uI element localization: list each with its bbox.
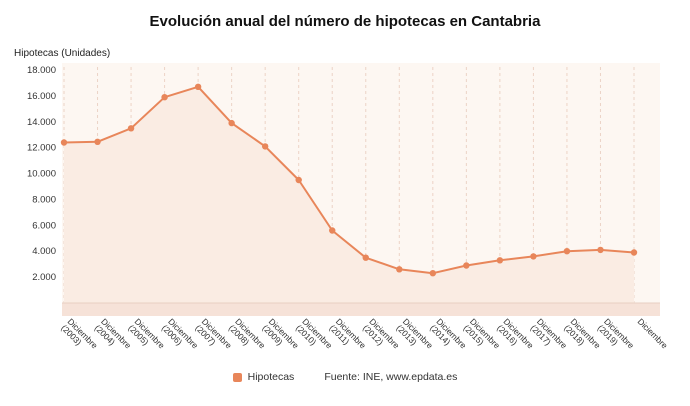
data-point-marker <box>127 125 135 132</box>
data-point-marker <box>463 262 470 269</box>
svg-text:Diciembre(2009): Diciembre(2009) <box>260 316 301 357</box>
svg-text:2.000: 2.000 <box>32 272 56 283</box>
data-point-marker <box>228 119 235 127</box>
series-line <box>63 85 635 275</box>
x-axis-band <box>62 303 660 316</box>
svg-text:Diciembre(2017): Diciembre(2017) <box>529 316 570 357</box>
svg-text:Diciembre(2011): Diciembre(2011) <box>327 316 368 357</box>
svg-text:8.000: 8.000 <box>32 194 56 205</box>
svg-text:Diciembre(2007): Diciembre(2007) <box>193 316 234 357</box>
chart-title: Evolución anual del número de hipotecas … <box>149 13 541 30</box>
svg-text:10.000: 10.000 <box>27 169 56 180</box>
svg-text:14.000: 14.000 <box>27 117 56 128</box>
data-point-marker <box>329 227 336 234</box>
svg-text:Diciembre: Diciembre <box>636 316 670 350</box>
data-point-marker <box>597 246 604 254</box>
data-point-marker <box>261 143 269 150</box>
svg-text:Diciembre(2012): Diciembre(2012) <box>361 316 402 357</box>
svg-text:12.000: 12.000 <box>27 143 56 154</box>
svg-text:Diciembre(2005): Diciembre(2005) <box>126 316 167 357</box>
legend-label: Hipotecas <box>247 371 295 383</box>
svg-text:Diciembre(2004): Diciembre(2004) <box>93 316 134 357</box>
data-point-marker <box>362 254 369 261</box>
svg-text:4.000: 4.000 <box>32 246 56 257</box>
svg-text:Diciembre(2014): Diciembre(2014) <box>428 316 469 357</box>
chart-footer: Hipotecas Fuente: INE, www.epdata.es <box>0 371 690 383</box>
svg-text:6.000: 6.000 <box>32 220 56 231</box>
svg-text:Diciembre(2006): Diciembre(2006) <box>160 316 201 357</box>
data-point-marker <box>396 266 403 273</box>
x-axis-labels: Diciembre(2003) Diciembre(2004) Diciembre(… <box>59 316 670 357</box>
legend-item-hipotecas[interactable]: Hipotecas <box>232 371 295 383</box>
data-point-marker <box>161 94 168 101</box>
data-point-marker <box>630 249 638 256</box>
svg-text:Diciembre(2016): Diciembre(2016) <box>495 316 536 357</box>
data-point-markers <box>60 83 638 277</box>
legend-swatch-icon <box>232 372 242 382</box>
svg-text:Diciembre(2008): Diciembre(2008) <box>227 316 268 357</box>
svg-text:18.000: 18.000 <box>27 65 56 76</box>
source-attribution: Fuente: INE, www.epdata.es <box>324 371 458 383</box>
data-point-marker <box>295 176 302 184</box>
svg-text:Diciembre(2003): Diciembre(2003) <box>59 316 100 357</box>
svg-text:Diciembre(2010): Diciembre(2010) <box>294 316 335 357</box>
svg-text:Diciembre(2013): Diciembre(2013) <box>395 316 436 357</box>
data-point-marker <box>496 257 504 264</box>
data-point-marker <box>563 248 571 255</box>
svg-text:Diciembre(2018): Diciembre(2018) <box>562 316 603 357</box>
data-point-marker <box>60 139 68 146</box>
svg-text:Diciembre(2019): Diciembre(2019) <box>596 316 637 357</box>
data-point-marker <box>530 253 537 260</box>
y-axis-labels: 2.000 4.000 6.000 8.000 10.000 12.000 14.000 16… <box>27 65 56 283</box>
data-point-marker <box>429 270 437 277</box>
data-point-marker <box>94 138 101 145</box>
svg-text:16.000: 16.000 <box>27 91 56 102</box>
svg-text:Diciembre(2015): Diciembre(2015) <box>462 316 503 357</box>
data-point-marker <box>194 83 202 91</box>
y-axis-title: Hipotecas (Unidades) <box>14 48 111 59</box>
area-fill <box>64 86 634 303</box>
